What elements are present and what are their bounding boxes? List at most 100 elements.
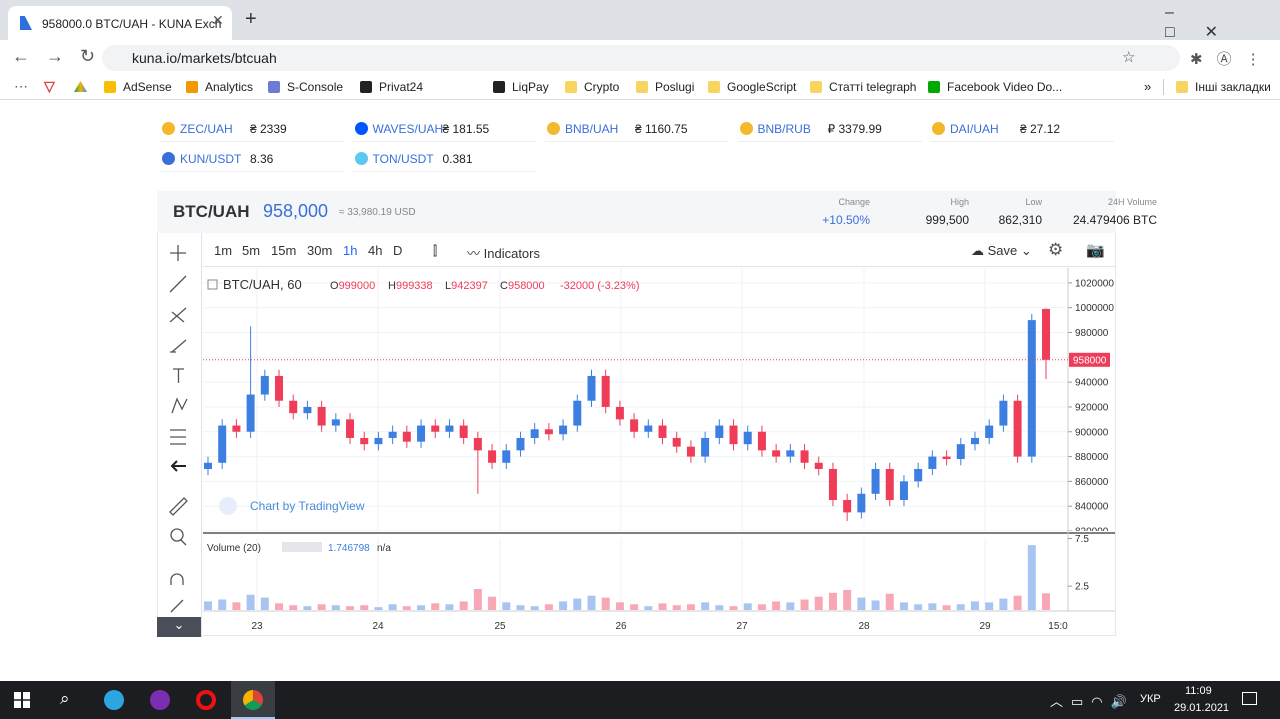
collapse[interactable]: ⌄ xyxy=(157,617,201,637)
bookmark[interactable]: Privat24 xyxy=(360,80,423,94)
opera[interactable] xyxy=(196,690,216,710)
interval[interactable]: 4h xyxy=(368,243,383,258)
bookmark-label: AdSense xyxy=(123,80,172,94)
separator xyxy=(1163,79,1164,95)
bookmark[interactable]: Crypto xyxy=(565,80,619,94)
bookmark[interactable]: S-Console xyxy=(268,80,343,94)
bookmark[interactable]: Analytics xyxy=(186,80,253,94)
y-tick-label: 920000 xyxy=(1075,402,1109,413)
ticker[interactable]: BNB/RUB ₽ 3379.99 xyxy=(737,114,922,142)
new-tab[interactable]: + xyxy=(245,8,257,30)
more-bookmarks[interactable]: » xyxy=(1144,79,1152,94)
ticker-pair: DAI/UAH xyxy=(950,122,999,136)
candle-body xyxy=(672,437,681,447)
candle-body xyxy=(587,375,596,401)
candle-body xyxy=(630,419,639,432)
candle-body xyxy=(459,425,468,438)
drive-icon[interactable] xyxy=(74,81,87,92)
bookmark-icon xyxy=(268,81,280,93)
candle-body xyxy=(246,394,255,432)
candle-body xyxy=(899,481,908,500)
extensions[interactable]: ✱Ⓐ⋮ xyxy=(1190,51,1275,68)
snapshot[interactable]: 📷 xyxy=(1086,242,1105,259)
tab[interactable]: 958000.0 BTC/UAH - KUNA Exch xyxy=(8,6,232,40)
x-tick-label: 15:0 xyxy=(1048,621,1068,632)
volume-na: n/a xyxy=(377,543,391,554)
indicators[interactable]: 〰 Indicators xyxy=(467,246,540,261)
bookmark[interactable]: Інші закладки xyxy=(1176,80,1271,94)
chrome[interactable] xyxy=(231,681,275,719)
volume-bar xyxy=(516,605,525,610)
ticker-price: ₽ 3379.99 xyxy=(827,122,882,136)
indicators-label: Indicators xyxy=(483,246,540,261)
ticker[interactable]: ZEC/UAH ₴ 2339 xyxy=(160,114,344,142)
stat-value: +10.50% xyxy=(822,213,870,227)
window-controls[interactable]: –□✕ xyxy=(1165,4,1249,41)
candle-body xyxy=(445,425,454,432)
gmail-icon[interactable]: ▽ xyxy=(44,78,55,94)
volume-bar xyxy=(1042,593,1050,610)
volume-bar xyxy=(502,602,511,610)
volume-bar xyxy=(729,606,738,610)
tor[interactable] xyxy=(150,690,170,710)
bookmark[interactable]: Статті telegraph xyxy=(810,80,916,94)
candle-body xyxy=(530,429,539,438)
tray[interactable]: ︿▭◠🔊 xyxy=(1050,694,1135,709)
ticker[interactable]: DAI/UAH ₴ 27.12 xyxy=(930,114,1114,142)
ticker[interactable]: TON/USDT 0.381 xyxy=(352,144,537,172)
candle-body xyxy=(488,450,497,463)
candle-body xyxy=(374,437,383,445)
ohlc-value: 999338 xyxy=(396,280,433,292)
save[interactable]: ☁ Save ⌄ xyxy=(971,243,1032,258)
candle-body xyxy=(715,425,724,438)
star[interactable]: ☆ xyxy=(1122,49,1136,66)
y-tick-label: 980000 xyxy=(1075,328,1109,339)
ticker[interactable]: BNB/UAH ₴ 1160.75 xyxy=(545,114,729,142)
settings[interactable]: ⚙ xyxy=(1048,240,1064,259)
bookmark-label: Інші закладки xyxy=(1195,80,1271,94)
pair: BTC/UAH xyxy=(173,202,250,221)
interval[interactable]: 15m xyxy=(271,243,297,258)
chart-type[interactable]: ⫿ xyxy=(433,243,438,258)
volume-bar xyxy=(899,602,908,610)
language[interactable]: УКР xyxy=(1140,693,1161,705)
bookmark-label: Analytics xyxy=(205,80,254,94)
x-tick-label: 27 xyxy=(736,621,748,632)
volume-bar xyxy=(289,605,298,610)
telegram[interactable] xyxy=(104,690,124,710)
watermark: Chart by TradingView xyxy=(250,499,365,513)
search[interactable]: ⌕ xyxy=(60,689,70,708)
notifications[interactable] xyxy=(1242,692,1257,705)
interval[interactable]: 30m xyxy=(307,243,333,258)
start[interactable] xyxy=(14,692,30,708)
bookmark[interactable]: LiqPay xyxy=(493,80,549,94)
interval[interactable]: 1h xyxy=(343,243,358,258)
candle-body xyxy=(417,425,426,442)
ohlc-label: H xyxy=(388,280,396,292)
interval[interactable]: 5m xyxy=(242,243,261,258)
candle-body xyxy=(658,425,667,438)
bookmark-label: Facebook Video Do... xyxy=(947,80,1063,94)
volume-bar xyxy=(615,602,624,610)
tab-close[interactable]: ✕ xyxy=(212,12,224,28)
bookmark[interactable]: Facebook Video Do... xyxy=(928,80,1062,94)
interval[interactable]: 1m xyxy=(214,243,233,258)
ticker[interactable]: WAVES/UAH ₴ 181.55 xyxy=(352,114,537,142)
volume-bar xyxy=(246,594,255,610)
bookmark[interactable]: Poslugi xyxy=(636,80,694,94)
candle-body xyxy=(559,425,568,435)
omnibox[interactable]: kuna.io/markets/btcuah ☆ xyxy=(102,45,1180,71)
ticker-price: ₴ 2339 xyxy=(250,122,287,136)
ticker[interactable]: KUN/USDT 8.36 xyxy=(160,144,344,172)
date: 29.01.2021 xyxy=(1174,702,1230,714)
chart-toolbar: 〰 Indicators ☁ Save ⌄ ⚙ 📷 1m 5m 15m 30m 1h 4h… xyxy=(203,233,1115,267)
bookmark[interactable]: GoogleScript xyxy=(708,80,796,94)
bookmark[interactable]: AdSense xyxy=(104,80,172,94)
interval[interactable]: D xyxy=(393,243,403,258)
bookmark-icon xyxy=(186,81,198,93)
nav-buttons[interactable]: ←→↻ xyxy=(12,46,112,66)
apps-icon[interactable]: ⋯ xyxy=(14,78,28,94)
candle-body xyxy=(1013,400,1022,457)
ticker-pair: KUN/USDT xyxy=(180,152,242,166)
volume-bar xyxy=(871,600,880,610)
